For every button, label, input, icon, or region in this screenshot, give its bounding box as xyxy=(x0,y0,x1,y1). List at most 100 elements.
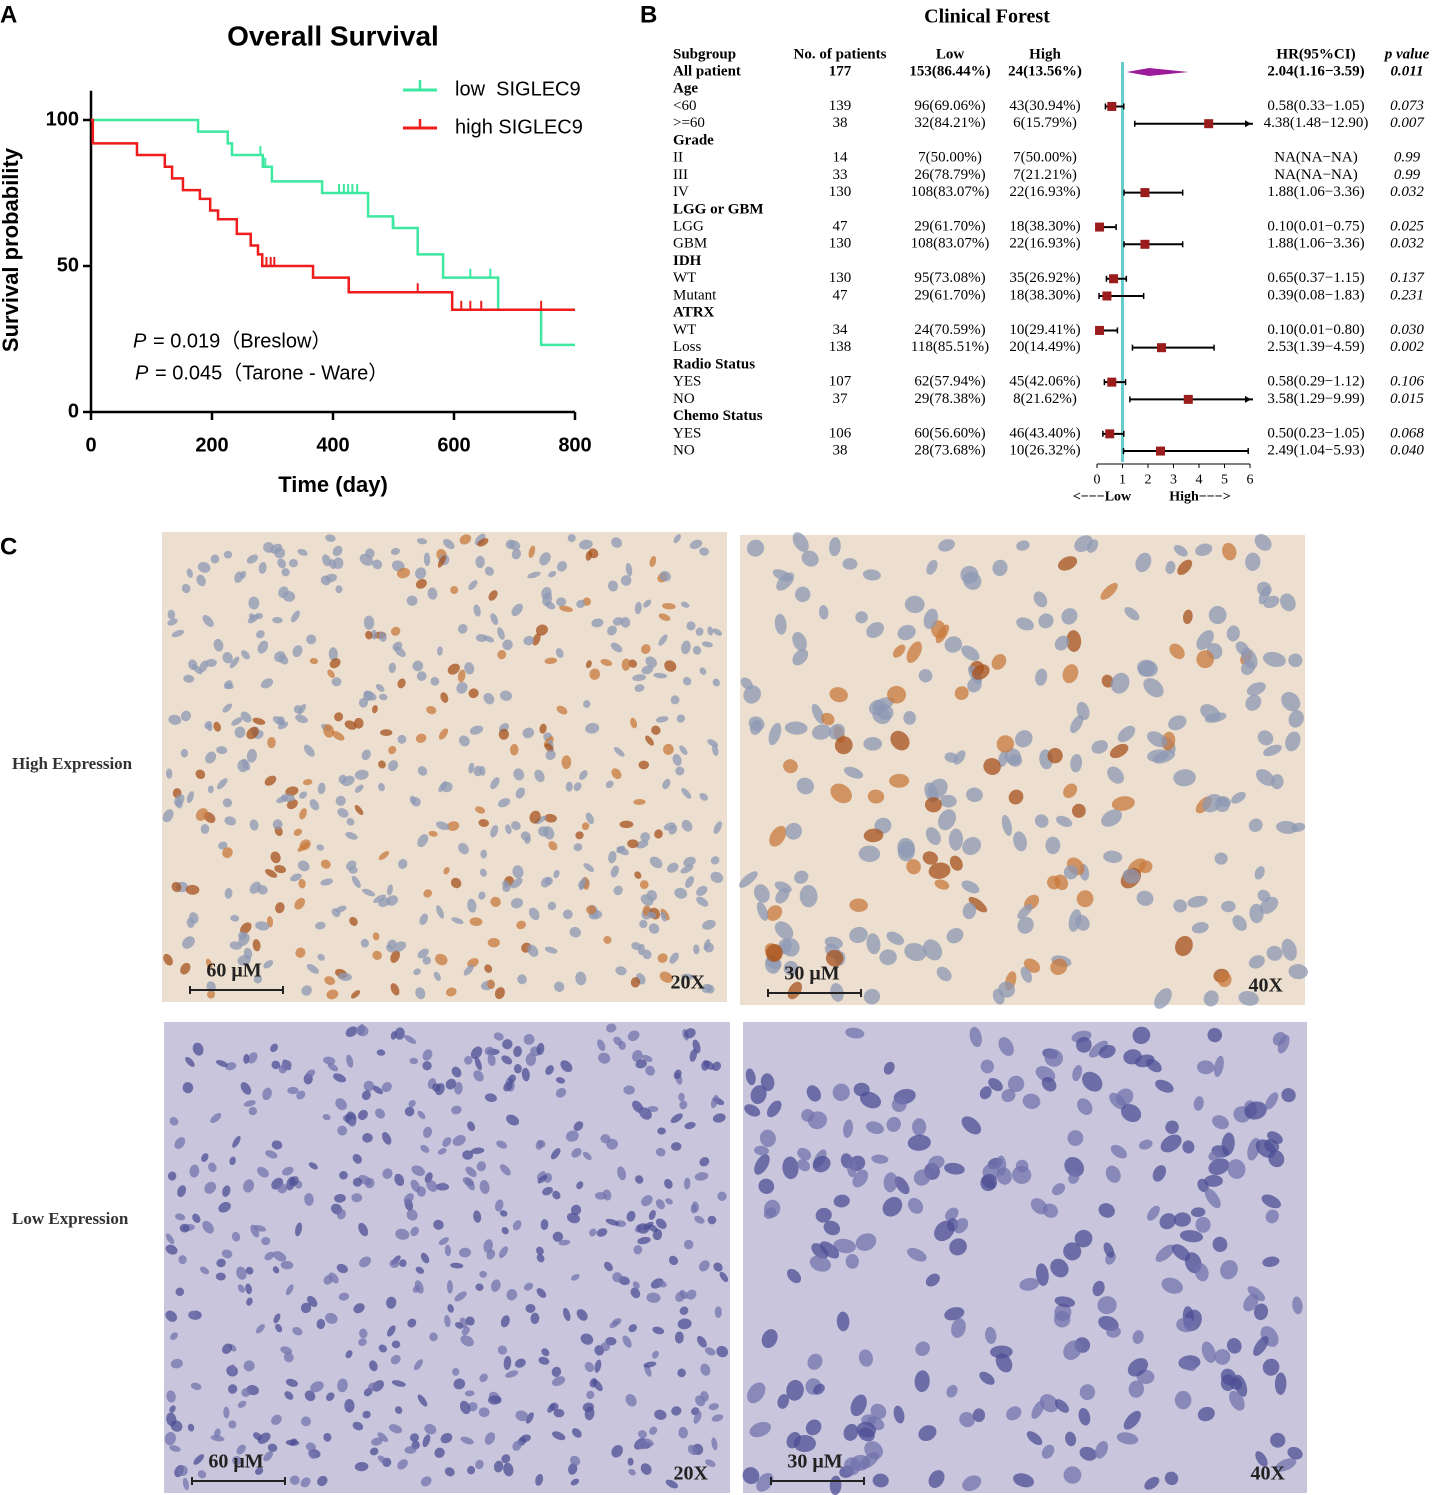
p-value: 0.025 xyxy=(1390,219,1424,235)
nucleus xyxy=(705,984,715,994)
nucleus xyxy=(689,539,703,550)
row-label: All patient xyxy=(673,63,741,79)
nucleus xyxy=(403,1193,414,1204)
nucleus xyxy=(1262,1358,1280,1376)
nucleus xyxy=(558,1239,571,1246)
stained-cell xyxy=(396,567,411,579)
nucleus xyxy=(654,1409,667,1420)
nucleus xyxy=(907,1134,931,1151)
nucleus xyxy=(317,782,326,795)
nucleus xyxy=(694,1215,705,1224)
nucleus xyxy=(1128,1380,1145,1398)
nucleus xyxy=(1240,660,1255,675)
magnification: 20X xyxy=(671,972,706,994)
nucleus xyxy=(417,834,429,848)
nucleus xyxy=(241,758,251,771)
stained-cell xyxy=(354,804,364,816)
nucleus xyxy=(711,1414,724,1422)
nucleus xyxy=(490,824,499,838)
nucleus xyxy=(712,1061,722,1071)
nucleus xyxy=(1204,1174,1223,1187)
nucleus xyxy=(1254,534,1272,551)
stained-cell xyxy=(529,810,541,824)
x-tick-label: 200 xyxy=(195,434,228,456)
nucleus xyxy=(1079,1446,1097,1461)
nucleus xyxy=(317,953,325,961)
nucleus xyxy=(655,1199,665,1210)
hr-label: 0.39(0.08−1.83) xyxy=(1267,287,1364,303)
nucleus xyxy=(602,1189,612,1201)
nucleus xyxy=(362,1133,373,1143)
nucleus xyxy=(539,552,551,566)
nucleus xyxy=(638,1430,648,1439)
nucleus xyxy=(325,573,337,583)
nucleus xyxy=(337,808,349,818)
nucleus xyxy=(512,1220,522,1231)
nucleus xyxy=(335,795,346,806)
stained-cell xyxy=(630,717,638,729)
nucleus xyxy=(628,1324,637,1333)
x-tick-label: 4 xyxy=(1196,472,1203,487)
stained-cell xyxy=(475,806,486,814)
stained-cell xyxy=(1066,630,1082,652)
nucleus xyxy=(459,1400,471,1415)
nucleus xyxy=(538,1356,550,1365)
nucleus xyxy=(295,1222,303,1237)
stained-cell xyxy=(415,733,427,743)
stained-cell xyxy=(509,743,519,756)
nucleus xyxy=(1281,691,1301,712)
nucleus xyxy=(1207,1027,1223,1043)
nucleus xyxy=(1266,945,1283,961)
stained-cell xyxy=(1054,874,1069,891)
nucleus xyxy=(845,1027,865,1039)
nucleus xyxy=(446,1280,453,1294)
nucleus xyxy=(382,1168,393,1179)
stained-cell xyxy=(766,905,783,921)
stained-cell xyxy=(435,953,448,966)
nucleus xyxy=(912,1118,927,1136)
nucleus xyxy=(260,678,274,689)
nucleus xyxy=(610,642,623,653)
nucleus xyxy=(523,1282,534,1291)
nucleus xyxy=(643,1438,654,1447)
nucleus xyxy=(325,534,336,542)
nucleus xyxy=(1288,710,1304,728)
high-count: 10(26.32%) xyxy=(1009,442,1080,458)
nucleus xyxy=(553,981,565,992)
nucleus xyxy=(352,1177,363,1187)
nucleus xyxy=(467,898,477,913)
stained-cell xyxy=(544,813,557,823)
nucleus xyxy=(777,1394,790,1409)
scale-label: 30 μM xyxy=(787,1451,842,1473)
hr-marker xyxy=(1155,446,1165,456)
nucleus xyxy=(232,1135,241,1148)
nucleus xyxy=(869,699,886,716)
nucleus xyxy=(432,1083,441,1092)
nucleus xyxy=(923,608,938,630)
nucleus xyxy=(918,1425,937,1442)
nucleus xyxy=(1182,1140,1195,1154)
high-count: 6(15.79%) xyxy=(1013,115,1077,131)
nucleus xyxy=(879,949,897,966)
nucleus xyxy=(1063,1242,1082,1261)
nucleus xyxy=(468,580,478,590)
survival-curve xyxy=(91,118,575,312)
nucleus xyxy=(473,1070,484,1082)
nucleus xyxy=(522,727,535,739)
nucleus xyxy=(673,534,681,544)
nucleus xyxy=(497,798,511,808)
stained-cell xyxy=(830,783,852,804)
nucleus xyxy=(389,1424,403,1434)
nucleus xyxy=(1045,836,1061,855)
nucleus xyxy=(359,1256,371,1268)
stained-cell xyxy=(240,922,252,935)
nucleus xyxy=(670,1142,682,1151)
nucleus xyxy=(886,931,905,945)
row-label: NO xyxy=(673,442,695,458)
nucleus xyxy=(1227,1159,1246,1179)
stained-cell xyxy=(303,779,313,786)
nucleus xyxy=(1208,1158,1230,1176)
nucleus xyxy=(616,846,629,856)
nucleus xyxy=(1190,1207,1206,1218)
nucleus xyxy=(658,634,668,646)
